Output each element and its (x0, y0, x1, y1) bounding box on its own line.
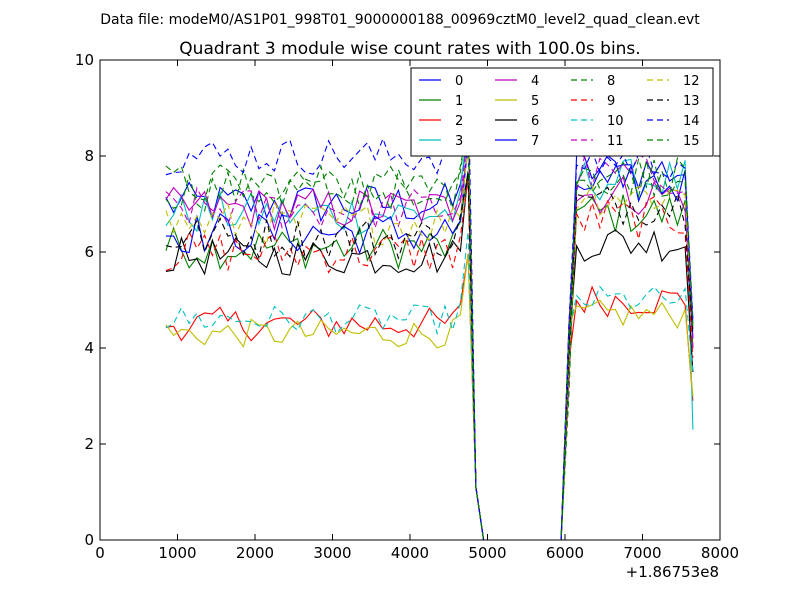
series-line-3 (165, 120, 694, 541)
legend-label-11: 11 (607, 134, 624, 149)
series-line-2 (165, 254, 694, 541)
x-tick-label: 4000 (391, 544, 429, 562)
series-line-6 (165, 172, 694, 541)
series-lines (165, 76, 694, 541)
x-tick-label: 1000 (158, 544, 196, 562)
legend-label-7: 7 (531, 134, 539, 149)
legend-label-3: 3 (455, 134, 463, 149)
legend-label-15: 15 (683, 134, 700, 149)
y-tick-label: 8 (84, 147, 94, 165)
legend-label-5: 5 (531, 94, 539, 109)
series-line-15 (165, 114, 694, 541)
legend-label-1: 1 (455, 94, 463, 109)
y-tick-labels: 0 2 4 6 8 10 (75, 51, 94, 549)
series-line-7 (165, 143, 694, 541)
y-tick-label: 6 (84, 243, 94, 261)
y-tick-label: 10 (75, 51, 94, 69)
x-tick-label: 7000 (623, 544, 661, 562)
series-line-4 (165, 147, 694, 541)
x-tick-labels: 0 1000 2000 3000 4000 5000 6000 7000 8000 (95, 544, 739, 562)
legend-label-8: 8 (607, 74, 615, 89)
legend-label-10: 10 (607, 114, 624, 129)
y-tick-label: 0 (84, 531, 94, 549)
legend-label-9: 9 (607, 94, 615, 109)
legend-label-13: 13 (683, 94, 700, 109)
legend-label-6: 6 (531, 114, 539, 129)
x-tick-label: 0 (95, 544, 105, 562)
x-axis-offset-label: +1.86753e8 (626, 563, 719, 581)
y-tick-label: 4 (84, 339, 94, 357)
x-tick-label: 8000 (701, 544, 739, 562)
axis-ticks (99, 59, 721, 541)
series-line-9 (165, 178, 694, 541)
series-line-5 (165, 253, 694, 541)
series-line-13 (165, 173, 694, 541)
series-line-12 (165, 145, 694, 541)
legend-box (410, 67, 714, 157)
x-tick-label: 3000 (313, 544, 351, 562)
x-tick-label: 5000 (468, 544, 506, 562)
chart-title: Quadrant 3 module wise count rates with … (179, 39, 640, 59)
legend-label-4: 4 (531, 74, 539, 89)
legend-label-12: 12 (683, 74, 700, 89)
series-line-14 (165, 76, 694, 541)
figure-suptitle: Data file: modeM0/AS1P01_998T01_90000001… (100, 12, 700, 28)
y-tick-label: 2 (84, 435, 94, 453)
x-tick-label: 2000 (236, 544, 274, 562)
x-tick-label: 6000 (546, 544, 584, 562)
legend-label-0: 0 (455, 74, 463, 89)
series-line-8 (165, 125, 694, 541)
legend-label-14: 14 (683, 114, 700, 129)
legend-label-2: 2 (455, 114, 463, 129)
